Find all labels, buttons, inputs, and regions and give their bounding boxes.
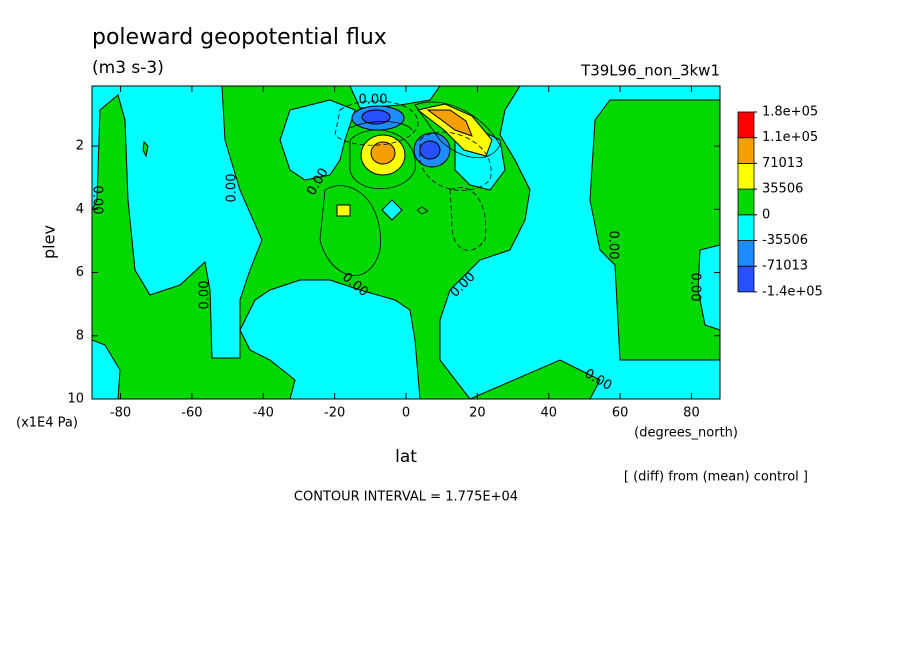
colorbar-swatch xyxy=(737,188,755,216)
contour-region xyxy=(361,109,391,125)
colorbar-label: 35506 xyxy=(762,182,803,197)
colorbar-swatch xyxy=(737,240,755,267)
x-tick-label: -40 xyxy=(253,406,274,421)
colorbar-swatch xyxy=(737,137,755,164)
contour-interval: CONTOUR INTERVAL = 1.775E+04 xyxy=(294,490,518,505)
y-tick-label: 8 xyxy=(76,328,84,343)
contour-label: 0.00 xyxy=(606,231,621,260)
colorbar-swatch xyxy=(737,162,755,190)
contour-region xyxy=(381,199,403,221)
x-tick-label: -20 xyxy=(324,406,345,421)
contour-line xyxy=(416,206,429,215)
contour-line xyxy=(449,187,487,251)
y-tick-label: 2 xyxy=(76,139,84,154)
colorbar-label: -1.4e+05 xyxy=(762,284,823,299)
run-label: T39L96_non_3kw1 xyxy=(580,62,720,81)
contour-region xyxy=(92,339,121,399)
colorbar-label: 71013 xyxy=(762,156,803,171)
contour-region xyxy=(426,109,473,137)
contour-field xyxy=(92,86,720,399)
y-tick-label: 10 xyxy=(67,392,84,407)
footnote: [ (diff) from (mean) control ] xyxy=(624,470,808,485)
contour-region xyxy=(239,279,421,399)
contour-region xyxy=(336,204,351,217)
contour-region xyxy=(439,86,720,399)
x-axis-label: lat xyxy=(395,447,417,467)
colorbar-label: 1.1e+05 xyxy=(762,130,818,145)
contour-label: 0.00 xyxy=(359,93,388,108)
colorbar-label: -35506 xyxy=(762,233,808,248)
colorbar-swatch xyxy=(737,214,755,241)
contour-label: 0.00 xyxy=(90,186,105,215)
contour-line xyxy=(349,121,413,131)
x-tick-label: -60 xyxy=(181,406,202,421)
x-tick-label: 40 xyxy=(540,406,557,421)
contour-region xyxy=(419,140,441,160)
contour-region xyxy=(279,99,356,181)
contour-line xyxy=(414,101,501,159)
colorbar-label: 0 xyxy=(762,207,770,222)
contour-region xyxy=(142,140,149,158)
x-tick-label: 60 xyxy=(612,406,629,421)
colorbar-label: 1.8e+05 xyxy=(762,105,818,120)
x-tick-label: 20 xyxy=(469,406,486,421)
contour-line xyxy=(349,129,416,189)
y-tick-label: 6 xyxy=(76,265,84,280)
contour-line xyxy=(319,185,381,276)
chart-title: poleward geopotential flux xyxy=(92,25,387,50)
contour-label: 0.00 xyxy=(198,281,213,310)
contour-region xyxy=(370,141,396,165)
contour-line xyxy=(419,131,492,191)
contour-region xyxy=(92,86,263,359)
contour-label: 0.00 xyxy=(688,273,703,302)
colorbar-label: -71013 xyxy=(762,259,808,274)
chart-subtitle: (m3 s-3) xyxy=(92,58,164,78)
contour-line xyxy=(334,100,419,146)
contour-region xyxy=(697,244,720,331)
x-tick-label: -80 xyxy=(110,406,131,421)
y-tick-label: 4 xyxy=(76,202,84,217)
y-axis-label: plev xyxy=(40,225,59,259)
colorbar-swatch xyxy=(737,111,755,139)
x-tick-label: 0 xyxy=(402,406,410,421)
contour-region xyxy=(349,86,441,109)
x-tick-label: 80 xyxy=(683,406,700,421)
x-axis-unit: (degrees_north) xyxy=(634,426,738,441)
colorbar-swatch xyxy=(737,265,755,293)
y-axis-unit: (x1E4 Pa) xyxy=(16,416,78,431)
contour-label: 0.00 xyxy=(225,174,240,203)
